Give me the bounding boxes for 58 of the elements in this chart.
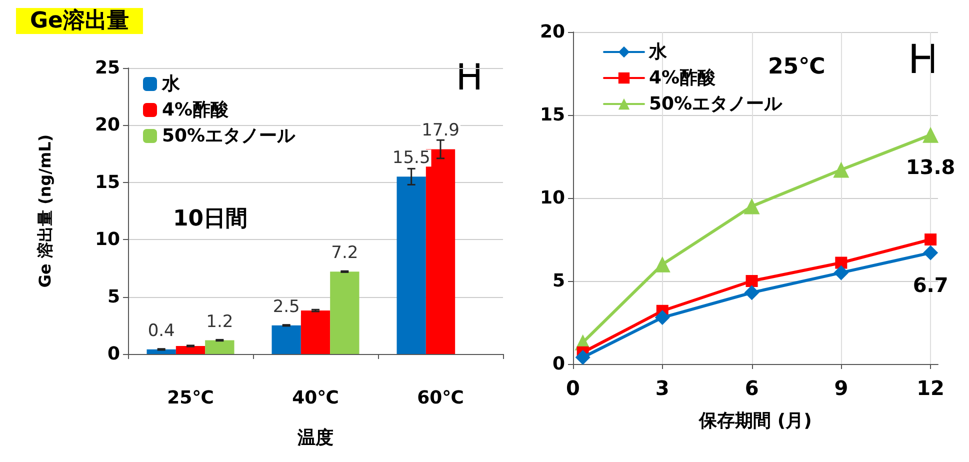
y-tick-label: 25 — [94, 58, 120, 78]
x-tick-label: 9 — [834, 376, 848, 400]
point — [834, 265, 849, 280]
x-tick-label: 40℃ — [292, 388, 339, 408]
point — [922, 126, 939, 143]
y-axis-title: Ge 溶出量 (ng/mL) — [36, 134, 54, 288]
chart-title: Ge溶出量 — [30, 8, 129, 34]
x-axis-title: 温度 — [296, 428, 334, 448]
legend-label: 4%酢酸 — [162, 100, 230, 120]
x-tick-label: 6 — [744, 376, 759, 400]
x-tick-label: 60℃ — [417, 388, 464, 408]
y-tick-label: 20 — [540, 22, 565, 42]
bar — [176, 346, 206, 354]
point — [746, 275, 758, 287]
legend-label: 50%エタノール — [649, 94, 784, 114]
annotation: 13.8 — [906, 154, 956, 179]
y-tick-label: 0 — [107, 344, 120, 364]
y-tick-label: 5 — [107, 286, 120, 308]
y-tick-label: 15 — [94, 172, 120, 193]
point — [654, 310, 670, 326]
point — [833, 162, 850, 178]
y-tick-label: 10 — [540, 188, 565, 208]
data-label: 15.5 — [392, 148, 430, 168]
point — [654, 256, 670, 272]
x-tick-label: 3 — [655, 376, 670, 400]
bar — [272, 325, 301, 354]
bar — [396, 176, 426, 354]
legend-label: 4%酢酸 — [649, 68, 717, 88]
data-label: 7.2 — [331, 243, 358, 264]
point — [923, 245, 938, 260]
y-tick-label: 0 — [552, 354, 565, 374]
bar — [146, 349, 176, 354]
bar — [300, 310, 330, 354]
y-tick-label: 5 — [552, 270, 565, 292]
y-tick-label: 10 — [94, 229, 120, 250]
point — [835, 256, 848, 269]
annotation: 10日間 — [173, 206, 248, 232]
legend-label: 水 — [161, 74, 181, 94]
point — [744, 285, 760, 300]
data-label: 2.5 — [272, 296, 300, 317]
data-label: 17.9 — [422, 120, 460, 141]
legend-label: 50%エタノール — [162, 126, 296, 146]
legend-label: 水 — [648, 42, 668, 62]
x-axis-title: 保存期間 (月) — [698, 410, 812, 432]
x-tick-label: 25℃ — [167, 388, 214, 408]
y-tick-label: 20 — [94, 114, 120, 136]
x-tick-label: 12 — [916, 376, 944, 400]
data-label: 0.4 — [148, 320, 175, 341]
data-label: 1.2 — [206, 312, 234, 332]
bar — [330, 272, 360, 354]
annotation: 25℃ — [768, 54, 826, 80]
bar — [205, 340, 234, 354]
point — [924, 234, 937, 246]
point — [575, 350, 590, 365]
point — [744, 198, 760, 214]
annotation: 6.7 — [912, 272, 948, 297]
annotation: H — [456, 58, 484, 98]
y-tick-label: 15 — [540, 104, 565, 126]
